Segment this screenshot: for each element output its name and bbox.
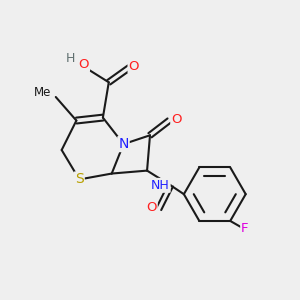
Text: S: S: [75, 172, 84, 186]
Text: NH: NH: [151, 179, 170, 192]
Text: H: H: [66, 52, 75, 65]
Text: N: N: [118, 137, 129, 151]
Text: O: O: [146, 201, 157, 214]
Text: Me: Me: [34, 86, 51, 99]
Text: F: F: [241, 222, 249, 235]
Text: O: O: [171, 112, 182, 126]
Text: O: O: [79, 58, 89, 71]
Text: O: O: [129, 60, 139, 73]
